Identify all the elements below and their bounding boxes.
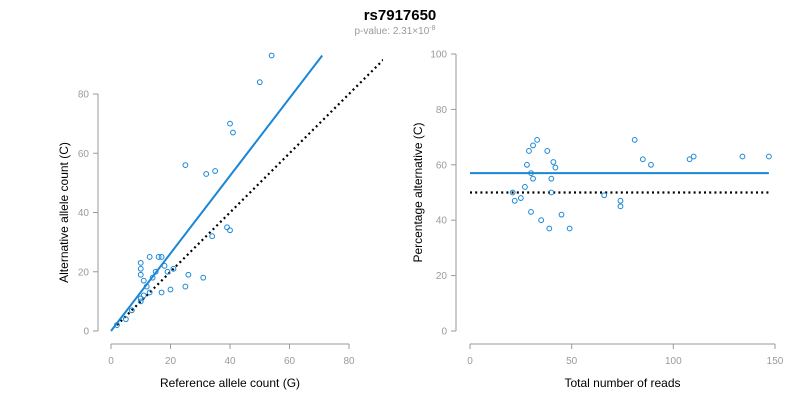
left-data-point [182, 162, 189, 169]
left-data-point [161, 262, 168, 269]
right-data-point [686, 156, 693, 163]
right-data-point [766, 153, 772, 160]
right-data-point [548, 189, 555, 196]
left-data-point [158, 289, 165, 296]
right-y-axis-label: Percentage alternative (C) [411, 122, 425, 262]
right-data-point [517, 195, 524, 201]
left-y-axis-label: Alternative allele count (C) [57, 142, 71, 283]
left-data-point [230, 129, 236, 136]
right-data-point [528, 170, 534, 177]
right-data-point [528, 208, 534, 215]
left-data-point [114, 322, 120, 328]
left-data-point [152, 268, 159, 275]
left-data-point [128, 307, 135, 314]
right-x-axis-label: Total number of reads [564, 376, 680, 390]
left-data-point [137, 298, 144, 305]
right-data-point [524, 161, 530, 168]
right-y-tick-label: 40 [436, 216, 448, 227]
left-data-point [155, 254, 162, 260]
left-y-tick-label: 40 [78, 208, 90, 219]
right-data-point [546, 225, 553, 232]
left-data-point [146, 254, 153, 260]
left-data-point [170, 265, 177, 272]
left-data-point [149, 274, 156, 281]
right-data-point [509, 189, 516, 196]
left-reference-line [116, 58, 383, 326]
right-y-tick-label: 100 [430, 50, 447, 61]
right-data-point [544, 148, 551, 154]
chart-subtitle: p-value: 2.31×10-8 [354, 25, 435, 37]
right-x-tick-label: 150 [767, 356, 784, 367]
right-data-point [552, 164, 559, 171]
left-y-tick-label: 80 [78, 90, 90, 101]
left-data-point [182, 283, 189, 290]
left-y-tick-label: 20 [78, 267, 90, 278]
right-y-tick-label: 0 [441, 327, 447, 338]
right-y-tick-label: 20 [436, 271, 448, 282]
left-data-point [212, 168, 219, 174]
p-value-exponent: -8 [429, 25, 435, 32]
left-y-tick-label: 60 [78, 149, 90, 160]
right-x-tick-label: 100 [665, 356, 682, 367]
chart-title: rs7917650 [364, 7, 437, 24]
right-x-tick-label: 50 [566, 356, 578, 367]
right-data-point [550, 159, 557, 165]
left-data-point [256, 79, 263, 86]
right-data-point [538, 217, 545, 224]
left-data-point [146, 289, 153, 296]
right-scatter-panel: 0 20 40 60 80 100 0 50 100 150 Total number of rea… [411, 50, 784, 391]
left-data-point [164, 268, 171, 275]
right-x-tick-label: 0 [467, 356, 473, 367]
left-data-point [167, 286, 174, 293]
right-data-point [526, 148, 532, 154]
left-x-axis-label: Reference allele count (G) [160, 376, 300, 390]
left-data-point [224, 224, 230, 231]
left-data-point [140, 292, 147, 299]
right-data-point [739, 153, 746, 160]
left-data-point [122, 316, 129, 323]
right-data-point [522, 184, 528, 190]
left-data-point [137, 265, 144, 272]
left-data-point [227, 120, 233, 127]
right-data-point [548, 175, 555, 182]
right-data-point [639, 156, 646, 163]
right-data-point [648, 161, 654, 168]
left-data-point [209, 233, 216, 240]
left-x-tick-label: 60 [284, 356, 296, 367]
left-fit-line [110, 54, 324, 332]
left-data-point [137, 259, 144, 266]
left-data-point [140, 277, 147, 284]
p-value-text: p-value: 2.31×10 [354, 26, 429, 37]
left-data-point [143, 283, 150, 290]
left-data-point [203, 171, 210, 177]
left-data-point [137, 295, 144, 302]
left-x-tick-label: 0 [108, 356, 114, 367]
left-data-point [268, 52, 275, 59]
left-data-point [137, 271, 144, 278]
left-x-tick-label: 40 [224, 356, 236, 367]
right-y-tick-label: 60 [436, 160, 448, 171]
left-x-tick-label: 80 [343, 356, 355, 367]
right-data-point [631, 136, 638, 143]
right-data-point [530, 175, 536, 182]
left-x-tick-label: 20 [165, 356, 177, 367]
right-data-point [617, 203, 624, 210]
left-data-point [158, 254, 165, 260]
left-data-point [185, 271, 192, 278]
left-data-point [200, 274, 207, 281]
right-data-point [530, 142, 536, 149]
left-scatter-panel: 0 20 40 60 80 0 20 40 60 80 Reference allele count… [57, 52, 383, 390]
right-y-tick-label: 80 [436, 105, 448, 116]
left-data-point [227, 227, 233, 234]
right-data-point [617, 197, 624, 204]
right-data-point [690, 153, 697, 160]
right-data-point [566, 225, 573, 232]
right-data-point [511, 197, 518, 204]
right-data-point [534, 136, 540, 143]
left-y-tick-label: 0 [83, 327, 89, 338]
right-data-point [558, 211, 565, 218]
right-data-point [601, 192, 608, 199]
